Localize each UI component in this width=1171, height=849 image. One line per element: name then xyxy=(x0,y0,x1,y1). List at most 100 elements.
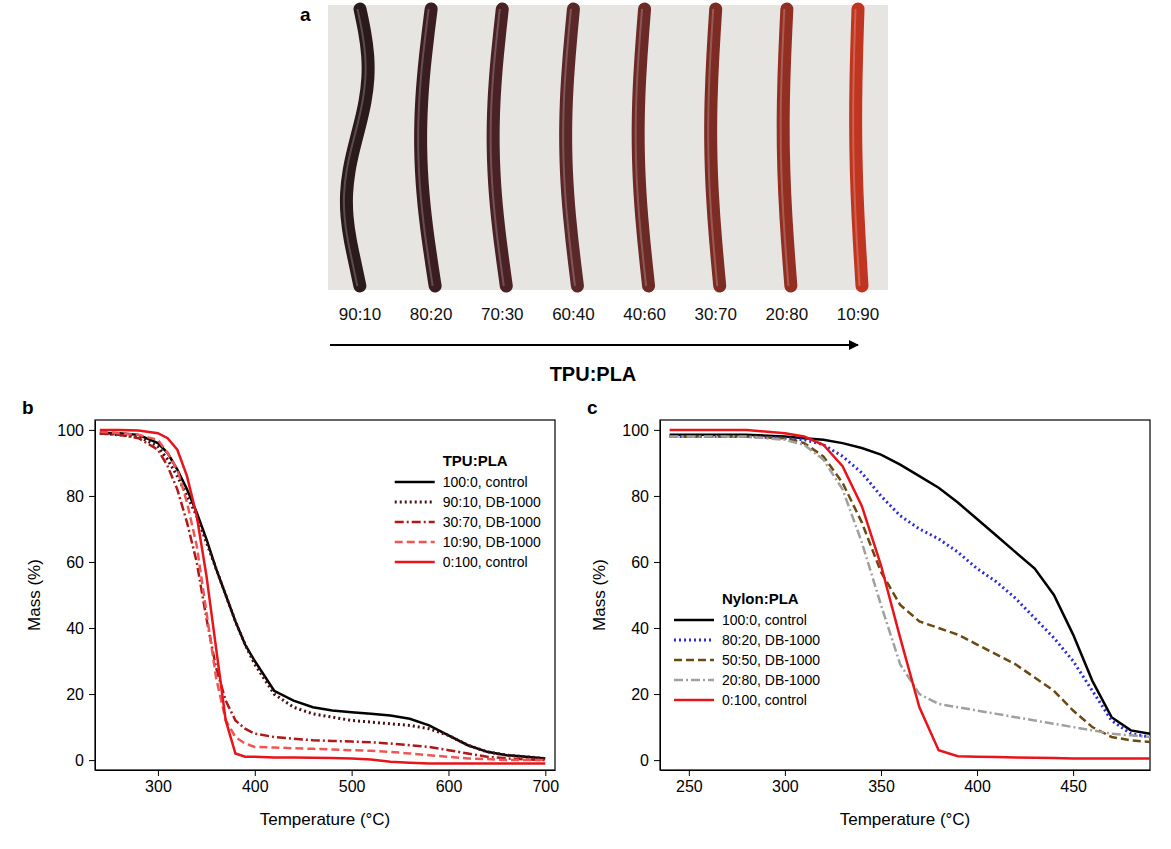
x-axis-line xyxy=(661,770,1151,771)
x-tick: 500 xyxy=(339,770,366,795)
y-tick-label: 80 xyxy=(631,488,649,505)
x-tick: 250 xyxy=(676,770,703,795)
plot-lines xyxy=(670,430,1150,759)
series-line xyxy=(670,435,1150,734)
series-line xyxy=(670,437,1150,737)
x-axis: 250 300 350 400 450 xyxy=(661,770,1151,795)
sample-label: 60:40 xyxy=(552,305,595,324)
x-tick-mark xyxy=(689,770,690,776)
x-tick-mark xyxy=(448,770,449,776)
x-tick: 700 xyxy=(532,770,559,795)
filament xyxy=(711,9,720,286)
x-tick-label: 300 xyxy=(145,778,172,795)
x-tick-label: 450 xyxy=(1060,778,1087,795)
sample-label: 10:90 xyxy=(837,305,880,324)
y-tick: 80 xyxy=(631,488,660,505)
x-tick: 300 xyxy=(772,770,799,795)
legend-entry: 80:20, DB-1000 xyxy=(674,632,820,648)
legend-swatch xyxy=(395,541,435,544)
legend-entry: 0:100, control xyxy=(674,692,807,708)
photo-background xyxy=(328,5,888,290)
legend-label: 90:10, DB-1000 xyxy=(443,494,541,510)
x-tick-mark xyxy=(352,770,353,776)
legend-entry: 100:0, control xyxy=(674,612,807,628)
x-tick-label: 400 xyxy=(242,778,269,795)
filament-highlight xyxy=(853,9,859,286)
sample-label: 80:20 xyxy=(410,305,453,324)
panel-label: a xyxy=(300,4,311,25)
legend-label: 100:0, control xyxy=(443,474,528,490)
panel-a: a90:1080:2070:3060:4040:6030:7020:8010:9… xyxy=(300,4,888,385)
panel-label: c xyxy=(587,397,598,418)
x-axis-title: Temperature (°C) xyxy=(260,810,391,829)
legend-swatch xyxy=(674,699,714,702)
series-line xyxy=(670,430,1150,759)
y-tick: 40 xyxy=(631,620,660,637)
x-tick-mark xyxy=(1073,770,1074,776)
legend-swatch xyxy=(395,561,435,564)
y-tick-mark xyxy=(654,694,660,695)
y-tick-mark xyxy=(89,628,95,629)
x-tick: 400 xyxy=(964,770,991,795)
series-line xyxy=(100,430,545,763)
legend-label: 20:80, DB-1000 xyxy=(722,672,820,688)
legend-label: 10:90, DB-1000 xyxy=(443,534,541,550)
x-tick: 450 xyxy=(1060,770,1087,795)
legend-swatch xyxy=(674,679,714,682)
y-tick-label: 100 xyxy=(57,422,84,439)
legend-entry: 50:50, DB-1000 xyxy=(674,652,820,668)
y-tick: 100 xyxy=(622,422,660,439)
legend-title: TPU:PLA xyxy=(443,452,508,469)
sample-label: 40:60 xyxy=(623,305,666,324)
x-tick: 350 xyxy=(868,770,895,795)
legend-label: 50:50, DB-1000 xyxy=(722,652,820,668)
y-tick-label: 80 xyxy=(66,488,84,505)
series-line xyxy=(670,437,1150,742)
legend-label: 100:0, control xyxy=(722,612,807,628)
y-tick-label: 0 xyxy=(640,752,649,769)
y-tick: 60 xyxy=(631,554,660,571)
x-tick-label: 300 xyxy=(772,778,799,795)
legend-swatch xyxy=(395,501,435,504)
y-tick: 0 xyxy=(640,752,660,769)
series-line xyxy=(100,433,545,758)
sample-label: 70:30 xyxy=(481,305,524,324)
y-tick-label: 20 xyxy=(66,686,84,703)
filament-highlight xyxy=(781,9,789,286)
legend-swatch xyxy=(674,639,714,642)
x-tick-label: 350 xyxy=(868,778,895,795)
y-tick-label: 60 xyxy=(631,554,649,571)
x-tick-mark xyxy=(545,770,546,776)
y-axis: 020406080100 xyxy=(622,421,660,771)
legend-title: Nylon:PLA xyxy=(722,590,799,607)
plot-frame xyxy=(95,420,555,770)
filament-highlight xyxy=(418,9,433,286)
y-tick-mark xyxy=(654,430,660,431)
plot-lines xyxy=(100,430,545,763)
y-axis-title: Mass (%) xyxy=(590,559,609,631)
legend: TPU:PLA 100:0, control 90:10, DB-1000 30:70… xyxy=(395,452,541,570)
x-tick-label: 500 xyxy=(339,778,366,795)
y-axis-line xyxy=(95,421,96,771)
y-tick: 60 xyxy=(66,554,95,571)
x-axis: 300 400 500 600 700 xyxy=(96,770,560,795)
y-tick: 80 xyxy=(66,488,95,505)
y-tick: 100 xyxy=(57,422,95,439)
y-axis-title: Mass (%) xyxy=(25,559,44,631)
x-tick-mark xyxy=(881,770,882,776)
sample-label: 30:70 xyxy=(694,305,737,324)
legend-swatch xyxy=(395,481,435,484)
x-tick: 400 xyxy=(242,770,269,795)
sample-label: 20:80 xyxy=(766,305,809,324)
y-tick-mark xyxy=(654,628,660,629)
x-tick: 600 xyxy=(436,770,463,795)
x-tick-mark xyxy=(785,770,786,776)
legend: Nylon:PLA 100:0, control 80:20, DB-1000 50:… xyxy=(674,590,820,708)
x-axis-line xyxy=(96,770,556,771)
x-tick-label: 250 xyxy=(676,778,703,795)
panel-label: b xyxy=(22,397,34,418)
y-tick-mark xyxy=(654,760,660,761)
y-tick-mark xyxy=(89,562,95,563)
legend-entry: 30:70, DB-1000 xyxy=(395,514,541,530)
arrow xyxy=(330,344,858,346)
